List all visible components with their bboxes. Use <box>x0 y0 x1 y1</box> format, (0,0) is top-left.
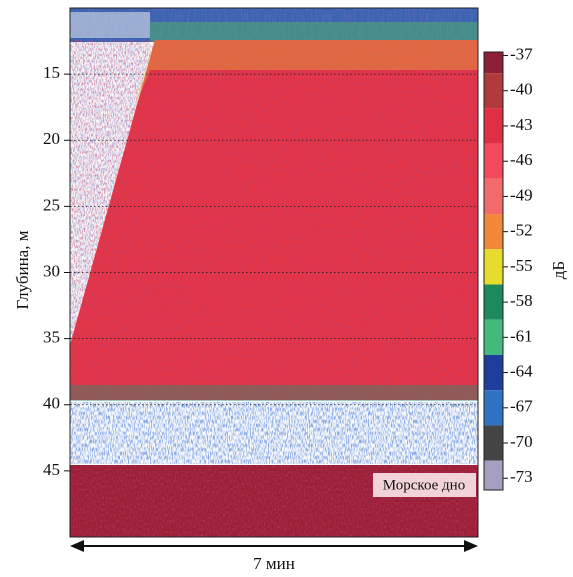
colorbar-tick-label: -64 <box>510 361 533 380</box>
colorbar-bin <box>484 460 503 490</box>
y-axis-label: Глубина, м <box>13 230 32 309</box>
colorbar-tick-label: -49 <box>510 185 533 204</box>
colorbar-tick-label: -55 <box>510 256 533 275</box>
colorbar-bin <box>484 249 503 285</box>
y-tick-label: 15 <box>43 63 60 82</box>
colorbar-tick-label: -58 <box>510 291 533 310</box>
colorbar-bin <box>484 425 503 461</box>
colorbar-bin <box>484 73 503 109</box>
colorbar-tick-label: -73 <box>510 467 533 486</box>
colorbar-bin <box>484 354 503 391</box>
colorbar-bin <box>484 284 503 320</box>
echogram-image <box>70 8 478 537</box>
colorbar-bin <box>484 108 503 144</box>
y-tick-label: 30 <box>43 261 60 280</box>
colorbar-bin <box>484 52 503 74</box>
y-tick-label: 40 <box>43 394 60 413</box>
x-axis-label: 7 мин <box>253 554 295 573</box>
colorbar-tick-label: -70 <box>510 432 533 451</box>
colorbar-label: дБ <box>549 261 568 279</box>
colorbar-bin <box>484 319 503 355</box>
colorbar-tick-label: -40 <box>510 80 533 99</box>
colorbar-tick-label: -37 <box>510 44 533 63</box>
y-tick-label: 45 <box>43 460 60 479</box>
colorbar-bin <box>484 390 503 426</box>
colorbar-tick-label: -52 <box>510 221 533 240</box>
y-tick-label: 25 <box>43 195 60 214</box>
colorbar-tick-label: -46 <box>510 150 533 169</box>
colorbar-bin <box>484 143 503 179</box>
colorbar-bin <box>484 214 503 250</box>
y-tick-label: 20 <box>43 129 60 148</box>
y-tick-label: 35 <box>43 328 60 347</box>
colorbar-tick-label: -67 <box>510 397 533 416</box>
colorbar-tick-label: -61 <box>510 326 533 345</box>
colorbar-frame <box>483 51 504 491</box>
time-arrow <box>70 540 478 552</box>
colorbar-bin <box>484 178 503 215</box>
annotation-box <box>373 473 476 497</box>
colorbar-tick-label: -43 <box>510 115 533 134</box>
annotation: Морское дно <box>383 477 465 493</box>
